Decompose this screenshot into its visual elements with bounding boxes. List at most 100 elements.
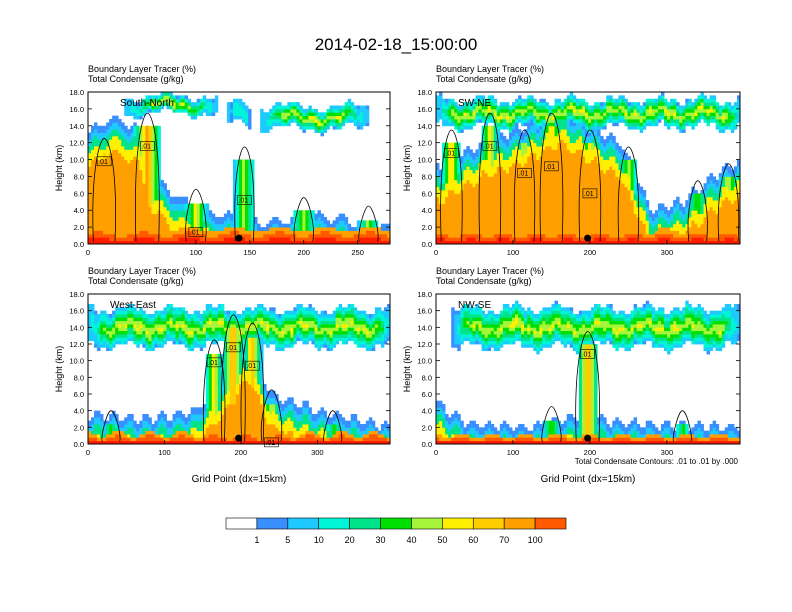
field-cell <box>557 233 562 238</box>
field-cell <box>320 240 324 245</box>
field-cell <box>245 186 249 191</box>
field-cell <box>184 227 189 231</box>
field-cell <box>317 223 321 228</box>
field-cell <box>530 119 534 123</box>
field-cell <box>314 223 318 228</box>
field-cell <box>524 189 528 194</box>
field-cell <box>505 223 510 228</box>
field-cell <box>308 125 312 130</box>
field-cell <box>563 139 568 144</box>
field-cell <box>697 237 701 242</box>
field-cell <box>609 203 613 208</box>
field-cell <box>484 240 489 245</box>
field-cell <box>115 193 119 198</box>
field-cell <box>551 196 555 201</box>
field-cell <box>245 200 249 204</box>
field-cell <box>551 135 555 140</box>
field-cell <box>682 233 686 238</box>
field-cell <box>630 213 634 218</box>
field-cell <box>502 193 507 198</box>
field-cell <box>709 200 714 204</box>
field-cell <box>436 186 440 191</box>
field-cell <box>484 196 489 201</box>
field-cell <box>691 237 695 242</box>
field-cell <box>202 237 207 242</box>
field-cell <box>314 237 318 242</box>
field-cell <box>448 152 452 157</box>
field-cell <box>193 216 198 221</box>
field-cell <box>187 108 192 113</box>
field-cell <box>606 227 610 231</box>
field-cell <box>481 220 486 225</box>
field-cell <box>727 233 732 238</box>
field-cell <box>127 216 131 221</box>
field-cell <box>502 200 507 204</box>
field-cell <box>518 162 522 167</box>
field-cell <box>512 159 516 164</box>
field-cell <box>682 220 686 225</box>
field-cell <box>521 183 525 187</box>
field-cell <box>530 173 534 177</box>
field-cell <box>591 149 595 154</box>
field-cell <box>575 230 580 235</box>
field-cell <box>588 169 592 174</box>
field-cell <box>190 220 195 225</box>
field-cell <box>624 183 628 187</box>
field-cell <box>667 210 671 214</box>
field-cell <box>94 233 98 238</box>
field-cell <box>496 129 501 133</box>
field-cell <box>235 169 240 174</box>
field-cell <box>508 189 513 194</box>
field-cell <box>181 210 186 214</box>
field-cell <box>436 189 440 194</box>
field-cell <box>169 233 173 238</box>
field-cell <box>484 129 489 133</box>
field-cell <box>181 200 186 204</box>
field-cell <box>527 176 531 181</box>
field-cell <box>275 237 279 242</box>
field-cell <box>335 240 340 245</box>
field-cell <box>326 115 330 120</box>
field-cell <box>169 98 173 103</box>
field-cell <box>493 186 498 191</box>
field-cell <box>151 102 155 106</box>
field-cell <box>502 139 507 144</box>
field-cell <box>217 227 222 231</box>
field-cell <box>575 200 580 204</box>
field-cell <box>548 230 552 235</box>
field-cell <box>481 173 486 177</box>
field-cell <box>275 105 279 110</box>
field-cell <box>518 237 522 242</box>
field-cell <box>569 203 574 208</box>
field-cell <box>545 135 549 140</box>
field-cell <box>148 216 152 221</box>
field-cell <box>136 129 140 133</box>
field-cell <box>490 159 495 164</box>
field-cell <box>581 125 586 130</box>
field-cell <box>245 223 249 228</box>
field-cell <box>100 196 104 201</box>
field-cell <box>712 186 717 191</box>
field-cell <box>193 108 198 113</box>
field-cell <box>499 176 504 181</box>
field-cell <box>703 237 707 242</box>
field-cell <box>127 135 131 140</box>
field-cell <box>245 183 249 187</box>
field-cell <box>248 220 252 225</box>
field-cell <box>184 102 189 106</box>
field-cell <box>733 220 738 225</box>
field-cell <box>445 223 449 228</box>
field-cell <box>133 176 137 181</box>
field-cell <box>151 95 155 100</box>
field-cell <box>442 146 446 150</box>
field-cell <box>645 210 650 214</box>
field-cell <box>190 233 195 238</box>
field-cell <box>673 233 677 238</box>
field-cell <box>536 119 540 123</box>
field-cell <box>457 193 461 198</box>
field-cell <box>688 206 692 211</box>
field-cell <box>718 216 723 221</box>
field-cell <box>727 179 732 184</box>
field-cell <box>505 183 510 187</box>
field-cell <box>115 139 119 144</box>
